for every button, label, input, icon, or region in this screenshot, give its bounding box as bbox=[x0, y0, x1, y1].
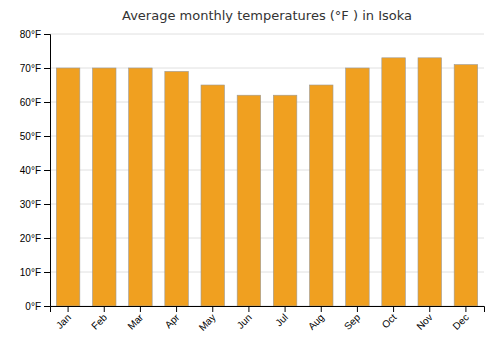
title: Average monthly temperatures (°F ) in Is… bbox=[122, 8, 412, 23]
y-tick: 50°F bbox=[20, 131, 50, 142]
x-tick-mark bbox=[212, 306, 213, 312]
y-tick: 30°F bbox=[20, 199, 50, 210]
y-tick-mark bbox=[44, 238, 50, 239]
x-tick-mark bbox=[393, 306, 394, 312]
y-tick: 0°F bbox=[25, 301, 50, 312]
x-axis: Jan Feb Mar Apr May Jun Jul Aug Sep Oct Nov Dec bbox=[51, 306, 485, 333]
grid bbox=[50, 34, 484, 306]
x-tick: Oct bbox=[380, 306, 399, 330]
grid-line bbox=[50, 34, 484, 35]
y-tick-mark bbox=[44, 34, 50, 35]
bar bbox=[273, 95, 297, 306]
y-axis: 0°F 10°F 20°F 30°F 40°F 50°F 60°F 70°F 80°F bbox=[20, 29, 51, 312]
x-tick: Sep bbox=[342, 306, 363, 332]
y-tick-label: 40°F bbox=[20, 165, 41, 176]
x-tick: Apr bbox=[163, 306, 182, 330]
y-tick: 40°F bbox=[20, 165, 50, 176]
x-tick-label: Oct bbox=[380, 312, 399, 331]
x-tick-mark bbox=[321, 306, 322, 312]
x-tick-label: Mar bbox=[125, 311, 145, 331]
x-tick-label: Sep bbox=[342, 311, 363, 332]
y-tick-mark bbox=[44, 102, 50, 103]
chart: 0°F 10°F 20°F 30°F 40°F 50°F 60°F 70°F 80°F Jan Fe… bbox=[0, 0, 500, 350]
x-tick-mark bbox=[68, 306, 69, 312]
y-tick: 60°F bbox=[20, 97, 50, 108]
y-tick-label: 30°F bbox=[20, 199, 41, 210]
y-tick-mark bbox=[44, 306, 50, 307]
x-tick-mark bbox=[357, 306, 358, 312]
y-tick-mark bbox=[44, 170, 50, 171]
bars bbox=[56, 58, 477, 306]
y-tick-label: 20°F bbox=[20, 233, 41, 244]
y-tick-mark bbox=[44, 204, 50, 205]
y-tick: 70°F bbox=[20, 63, 50, 74]
bar bbox=[418, 58, 442, 306]
bar bbox=[92, 68, 116, 306]
plot: 0°F 10°F 20°F 30°F 40°F 50°F 60°F 70°F 80°F Jan Fe… bbox=[20, 29, 485, 333]
x-tick-label: Jan bbox=[54, 312, 73, 331]
x-tick-label: Jul bbox=[273, 312, 290, 329]
bar bbox=[382, 58, 406, 306]
y-tick: 20°F bbox=[20, 233, 50, 244]
x-tick: Feb bbox=[89, 306, 109, 332]
x-tick-label: Feb bbox=[89, 311, 109, 331]
bar bbox=[129, 68, 153, 306]
bar bbox=[56, 68, 80, 306]
x-axis-line bbox=[51, 307, 485, 313]
y-tick-label: 80°F bbox=[20, 29, 41, 40]
y-axis-line bbox=[44, 35, 51, 307]
x-tick: May bbox=[197, 306, 218, 333]
x-tick-label: May bbox=[197, 312, 218, 333]
x-tick: Jul bbox=[273, 306, 290, 328]
bar bbox=[237, 95, 261, 306]
y-tick-mark bbox=[44, 272, 50, 273]
x-tick-mark bbox=[465, 306, 466, 312]
x-tick-mark bbox=[285, 306, 286, 312]
x-tick-mark bbox=[429, 306, 430, 312]
y-tick-label: 10°F bbox=[20, 267, 41, 278]
x-tick: Jan bbox=[54, 306, 73, 331]
bar bbox=[346, 68, 370, 306]
bar bbox=[165, 71, 189, 306]
x-tick-mark bbox=[176, 306, 177, 312]
x-tick-label: Aug bbox=[306, 312, 326, 332]
bar bbox=[309, 85, 333, 306]
y-tick-mark bbox=[44, 68, 50, 69]
x-tick-label: Jun bbox=[235, 312, 254, 331]
y-tick-label: 50°F bbox=[20, 131, 41, 142]
x-tick-mark bbox=[248, 306, 249, 312]
x-tick: Mar bbox=[125, 306, 145, 332]
x-tick-mark bbox=[104, 306, 105, 312]
x-tick-label: Nov bbox=[414, 312, 434, 332]
bar bbox=[201, 85, 225, 306]
x-tick: Dec bbox=[451, 306, 471, 332]
x-tick-mark bbox=[140, 306, 141, 312]
y-tick: 80°F bbox=[20, 29, 50, 40]
x-tick: Nov bbox=[414, 306, 434, 332]
y-tick: 10°F bbox=[20, 267, 50, 278]
y-tick-label: 70°F bbox=[20, 63, 41, 74]
x-tick: Jun bbox=[235, 306, 254, 331]
y-tick-mark bbox=[44, 136, 50, 137]
x-tick: Aug bbox=[306, 306, 326, 332]
bar bbox=[454, 65, 478, 306]
y-tick-label: 60°F bbox=[20, 97, 41, 108]
x-tick-label: Apr bbox=[163, 311, 182, 330]
y-tick-label: 0°F bbox=[25, 301, 41, 312]
x-tick-label: Dec bbox=[451, 312, 471, 332]
